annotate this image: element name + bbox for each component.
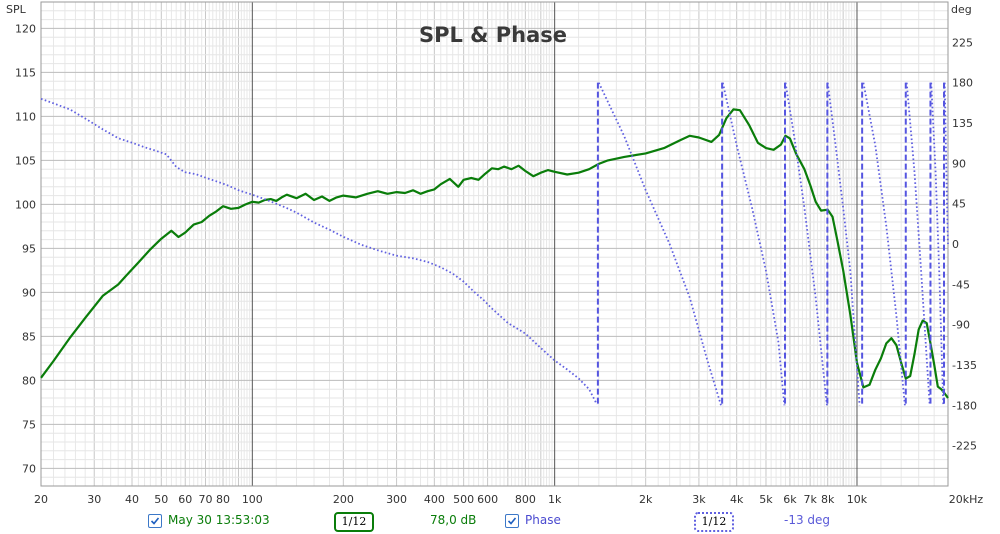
y-right-tick-label: 135 [952, 117, 973, 130]
y-right-tick-label: -90 [952, 319, 970, 332]
y-right-tick-label: 90 [952, 157, 966, 170]
x-tick-label: 5k [759, 493, 773, 506]
y-left-tick-label: 120 [15, 22, 36, 35]
x-tick-label: 40 [125, 493, 139, 506]
x-tick-label: 20 [34, 493, 48, 506]
y-right-tick-label: 45 [952, 198, 966, 211]
y-left-tick-label: 90 [22, 286, 36, 299]
y-right-tick-label: 180 [952, 77, 973, 90]
phase-smoothing-value: 1/12 [701, 515, 727, 528]
tick-layer: 20 30 40 50 60 70 80 100 200 300 400 500 600 800 1k 2k 3… [15, 22, 983, 506]
x-tick-label: 8k [821, 493, 835, 506]
x-tick-label: 10k [847, 493, 868, 506]
phase-series-line [40, 97, 598, 405]
y-left-tick-label: 95 [22, 242, 36, 255]
check-icon [507, 517, 517, 525]
y-right-tick-label: -135 [952, 359, 977, 372]
phase-series-line [905, 82, 931, 406]
y-left-tick-label: 75 [22, 418, 36, 431]
y-left-tick-label: 85 [22, 330, 36, 343]
spl-visibility-checkbox[interactable] [148, 514, 162, 528]
x-tick-label: 60 [178, 493, 192, 506]
phase-smoothing-button[interactable]: 1/12 [694, 512, 734, 532]
y-right-tick-label: -180 [952, 399, 977, 412]
phase-visibility-checkbox[interactable] [505, 514, 519, 528]
phase-series-line [930, 82, 945, 406]
legend: May 30 13:53:03 1/12 78,0 dB Phase 1/12 … [0, 510, 1000, 534]
y-left-axis-label: SPL [6, 3, 27, 16]
x-tick-label: 2k [639, 493, 653, 506]
x-tick-label: 20kHz [949, 493, 984, 506]
y-left-tick-label: 80 [22, 374, 36, 387]
grid-major [40, 1, 949, 487]
x-tick-label: 400 [424, 493, 445, 506]
phase-legend-label: Phase [525, 513, 561, 527]
spl-legend-label: May 30 13:53:03 [168, 513, 270, 527]
spl-cursor-value: 78,0 dB [430, 513, 477, 527]
x-tick-label: 70 [198, 493, 212, 506]
x-tick-label: 6k [783, 493, 797, 506]
phase-cursor-value: -13 deg [784, 513, 831, 527]
x-tick-label: 100 [242, 493, 263, 506]
x-tick-label: 7k [803, 493, 817, 506]
x-tick-label: 1k [548, 493, 562, 506]
plot-frame [40, 1, 949, 487]
phase-series-line [597, 82, 722, 406]
y-right-tick-label: -225 [952, 440, 977, 453]
x-tick-label: 200 [333, 493, 354, 506]
y-left-tick-label: 70 [22, 462, 36, 475]
phase-series-line [784, 82, 828, 406]
series-layer [40, 82, 949, 406]
chart-canvas[interactable]: 20 30 40 50 60 70 80 100 200 300 400 500 600 800 1k 2k 3… [0, 0, 1000, 510]
chart-title: SPL & Phase [419, 23, 567, 47]
x-tick-label: 300 [386, 493, 407, 506]
x-tick-label: 500 [453, 493, 474, 506]
spl-smoothing-button[interactable]: 1/12 [334, 512, 374, 532]
grid-minor [40, 1, 949, 487]
y-left-tick-label: 110 [15, 110, 36, 123]
phase-series-line [862, 82, 906, 406]
y-left-tick-label: 115 [15, 66, 36, 79]
x-tick-label: 800 [515, 493, 536, 506]
x-tick-label: 3k [692, 493, 706, 506]
x-tick-label: 30 [87, 493, 101, 506]
y-left-tick-label: 100 [15, 198, 36, 211]
x-tick-label: 80 [216, 493, 230, 506]
check-icon [150, 517, 160, 525]
y-right-axis-label: deg [951, 3, 972, 16]
spl-series-line [40, 108, 949, 399]
y-right-tick-label: -45 [952, 278, 970, 291]
x-tick-label: 4k [730, 493, 744, 506]
x-tick-label: 50 [154, 493, 168, 506]
y-right-tick-label: 0 [952, 238, 959, 251]
x-tick-label: 600 [477, 493, 498, 506]
spl-smoothing-value: 1/12 [341, 515, 367, 528]
phase-series-line [721, 82, 786, 406]
y-left-tick-label: 105 [15, 154, 36, 167]
y-right-tick-label: 225 [952, 36, 973, 49]
